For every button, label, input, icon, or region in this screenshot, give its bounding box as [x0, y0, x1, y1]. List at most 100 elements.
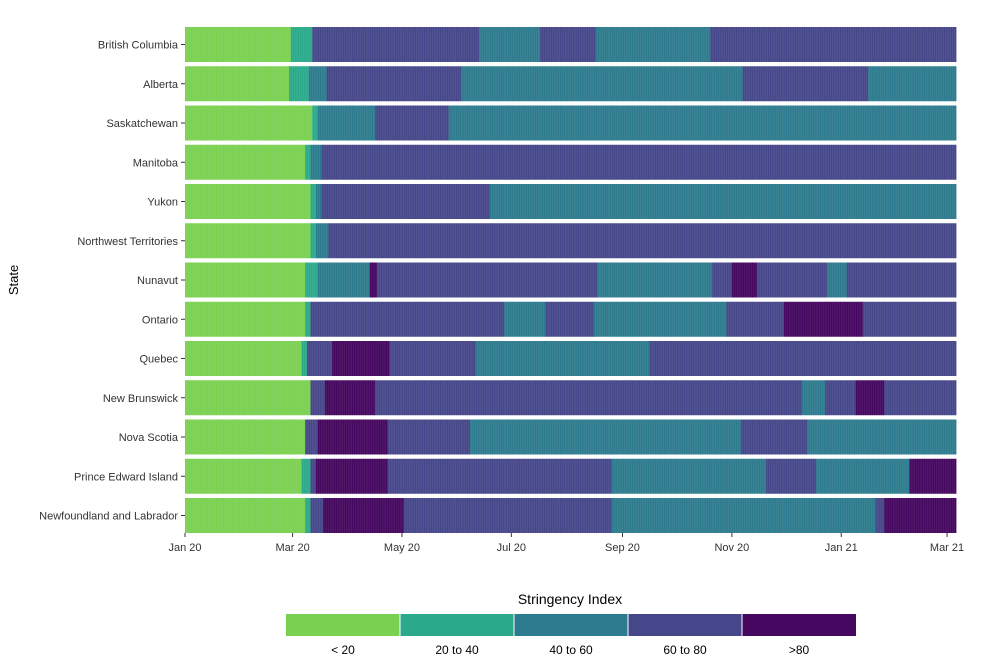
- y-tick-label: Yukon: [147, 197, 178, 209]
- heatmap-row: [185, 419, 957, 455]
- heatmap-row: [185, 341, 957, 376]
- heatmap-segment: [387, 458, 613, 494]
- x-tick-label: Nov 20: [714, 542, 749, 554]
- legend-swatch: [286, 614, 400, 636]
- heatmap-segment: [185, 27, 292, 62]
- y-tick-label: Ontario: [142, 314, 178, 326]
- x-tick-label: Sep 20: [605, 542, 640, 554]
- day-stripe-texture: [186, 27, 955, 533]
- legend-keys: < 20 20 to 40 40 to 60 60 to 80 >80: [286, 614, 856, 657]
- y-tick-label: Northwest Territories: [77, 236, 178, 248]
- y-tick-label: British Columbia: [98, 40, 179, 52]
- heatmap-segment: [317, 419, 389, 455]
- heatmap-segment: [807, 419, 957, 455]
- heatmap-segment: [846, 262, 957, 298]
- heatmap-segment: [611, 458, 767, 494]
- heatmap-segment: [545, 301, 595, 337]
- legend-swatch: [628, 614, 742, 636]
- legend-label: 60 to 80: [663, 643, 707, 657]
- heatmap-row: [185, 380, 957, 416]
- heatmap-segment: [783, 301, 864, 337]
- heatmap-row: [185, 223, 957, 259]
- heatmap-segment: [826, 262, 848, 298]
- heatmap-segment: [315, 184, 322, 219]
- heatmap-segment: [868, 66, 957, 102]
- heatmap-segment: [323, 498, 405, 533]
- heatmap-segment: [305, 498, 311, 533]
- heatmap-segment: [504, 301, 546, 337]
- heatmap-segment: [301, 341, 308, 376]
- heatmap-segment: [593, 301, 727, 337]
- heatmap-segment: [461, 66, 744, 102]
- heatmap-segment: [479, 27, 541, 62]
- y-tick-label: Nova Scotia: [119, 432, 179, 444]
- legend-swatch: [400, 614, 514, 636]
- y-axis-title: State: [6, 265, 21, 295]
- y-tick-label: New Brunswick: [103, 393, 179, 405]
- heatmap-row: [185, 144, 957, 180]
- heatmap-segment: [765, 458, 817, 494]
- heatmap-segment: [185, 262, 306, 298]
- heatmap-segment: [312, 27, 480, 62]
- y-tick-label: Newfoundland and Labrador: [39, 511, 178, 523]
- heatmap-segment: [369, 262, 378, 298]
- heatmap-segment: [317, 105, 376, 141]
- heatmap-row: [185, 498, 957, 533]
- legend-swatch: [514, 614, 628, 636]
- y-tick-label: Manitoba: [133, 157, 179, 169]
- heatmap-segment: [540, 27, 596, 62]
- heatmap-segment: [185, 105, 313, 141]
- heatmap-row: [185, 66, 957, 102]
- heatmap-segment: [375, 380, 803, 416]
- heatmap-segment: [726, 301, 785, 337]
- heatmap-segment: [710, 27, 957, 62]
- heatmap-segment: [301, 458, 311, 494]
- heatmap-segment: [597, 262, 713, 298]
- heatmap-segment: [326, 66, 462, 102]
- heatmap-segment: [387, 419, 471, 455]
- heatmap-segment: [475, 341, 650, 376]
- heatmap-segment: [489, 184, 957, 219]
- heatmap-segment: [310, 223, 317, 259]
- legend-label: >80: [789, 643, 810, 657]
- heatmap-segment: [403, 498, 613, 533]
- heatmap-segment: [855, 380, 885, 416]
- legend-title: Stringency Index: [518, 591, 622, 607]
- heatmap-row: [185, 301, 957, 337]
- y-tick-label: Prince Edward Island: [74, 471, 178, 483]
- heatmap-segment: [310, 144, 322, 180]
- heatmap-segment: [470, 419, 742, 455]
- x-tick-label: May 20: [384, 542, 420, 554]
- heatmap-segment: [884, 380, 957, 416]
- heatmap-segment: [305, 262, 319, 298]
- heatmap-segment: [305, 419, 319, 455]
- heatmap-segment: [712, 262, 733, 298]
- heatmap-segment: [825, 380, 856, 416]
- heatmap-segment: [185, 66, 290, 102]
- y-tick-label: Alberta: [143, 79, 179, 91]
- heatmap-segment: [816, 458, 910, 494]
- heatmap-segment: [756, 262, 828, 298]
- heatmap-segment: [310, 301, 505, 337]
- heatmap-segment: [884, 498, 957, 533]
- heatmap-segment: [185, 223, 311, 259]
- x-tick-label: Jan 20: [168, 542, 201, 554]
- x-axis: Jan 20 Mar 20 May 20 Jul 20 Sep 20 Nov 20 Jan …: [168, 533, 964, 554]
- heatmap-row: [185, 27, 957, 62]
- heatmap-row: [185, 105, 957, 141]
- heatmap-row: [185, 184, 957, 219]
- heatmap-segment: [310, 184, 317, 219]
- day-stripes: [186, 27, 955, 533]
- heatmap-segment: [375, 105, 449, 141]
- heatmap-segment: [801, 380, 826, 416]
- x-tick-label: Jan 21: [825, 542, 858, 554]
- heatmap-segment: [290, 27, 313, 62]
- y-tick-label: Saskatchewan: [106, 118, 178, 130]
- heatmap-segment: [185, 184, 311, 219]
- heatmap-segment: [185, 341, 302, 376]
- heatmap-segment: [185, 458, 302, 494]
- heatmap-segment: [308, 66, 328, 102]
- x-tick-label: Mar 20: [275, 542, 309, 554]
- heatmap-segment: [185, 144, 306, 180]
